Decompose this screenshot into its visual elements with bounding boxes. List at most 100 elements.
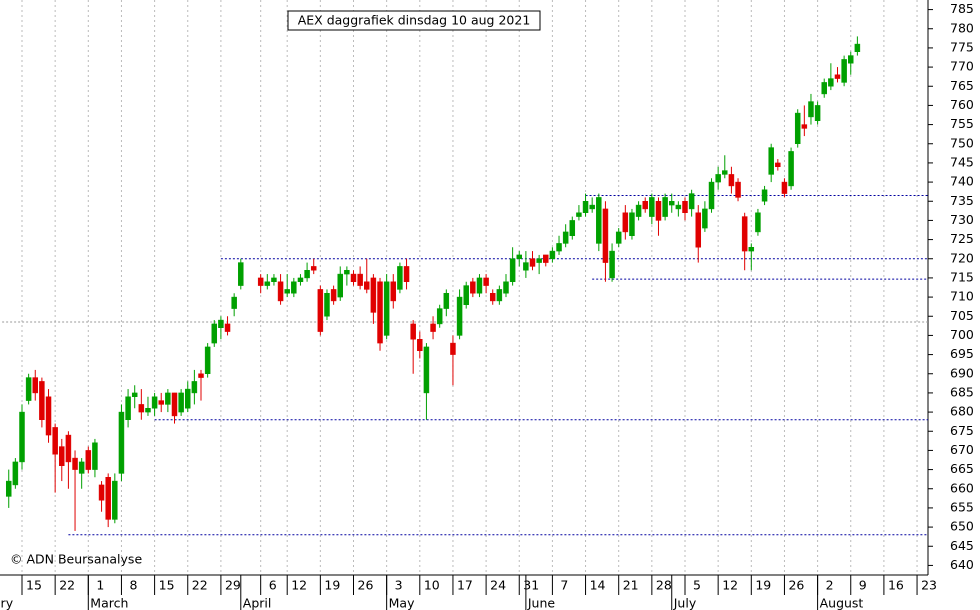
y-tick-label: 715 xyxy=(950,269,974,284)
x-tick-label: 24 xyxy=(490,578,506,593)
x-tick-label: 5 xyxy=(693,578,701,593)
candle-body xyxy=(649,197,655,217)
candle-body xyxy=(171,392,178,417)
y-tick-label: 745 xyxy=(950,154,974,169)
y-tick-label: 675 xyxy=(950,423,974,438)
y-tick-label: 670 xyxy=(950,442,974,457)
x-tick-label: 7 xyxy=(560,578,568,593)
candle-body xyxy=(430,323,436,332)
candle-body xyxy=(828,78,834,87)
x-tick-label: 21 xyxy=(623,578,639,593)
candle-body xyxy=(821,82,827,95)
candle-body xyxy=(536,258,542,263)
candle-body xyxy=(417,339,423,351)
candle-body xyxy=(788,151,794,187)
candle-body xyxy=(344,270,350,275)
candle-body xyxy=(443,293,450,309)
candle-body xyxy=(118,411,125,474)
candle-body xyxy=(582,201,589,213)
x-tick-label: 15 xyxy=(26,578,42,593)
candle-body xyxy=(257,277,264,286)
candle-body xyxy=(794,112,801,145)
candle-body xyxy=(158,400,164,405)
x-tick-label: 29 xyxy=(225,578,241,593)
candle-body xyxy=(138,404,145,413)
candle-body xyxy=(304,270,310,279)
candle-body xyxy=(383,281,390,336)
month-label: August xyxy=(820,596,864,610)
candle-body xyxy=(5,480,12,497)
candle-body xyxy=(808,101,814,118)
x-tick-label: 12 xyxy=(722,578,738,593)
y-tick-label: 685 xyxy=(950,384,974,399)
candle-body xyxy=(198,373,204,378)
candle-body xyxy=(271,277,277,282)
candle-body xyxy=(489,293,496,302)
candle-body xyxy=(450,342,456,355)
candle-body xyxy=(761,189,768,202)
candle-body xyxy=(277,281,284,302)
candle-body xyxy=(483,277,489,286)
candle-body xyxy=(238,262,244,286)
candle-body xyxy=(854,43,861,52)
y-tick-label: 775 xyxy=(950,39,974,54)
candle-body xyxy=(191,381,198,394)
y-tick-label: 645 xyxy=(950,538,974,553)
candle-body xyxy=(715,174,721,183)
candle-body xyxy=(615,231,622,244)
y-tick-label: 760 xyxy=(950,97,974,112)
candle-body xyxy=(25,377,32,401)
candle-body xyxy=(204,346,211,374)
candle-body xyxy=(423,346,430,394)
x-tick-label: 19 xyxy=(755,578,771,593)
candle-body xyxy=(688,193,695,210)
candle-body xyxy=(178,392,184,413)
month-label: June xyxy=(527,596,556,610)
candle-body xyxy=(98,484,105,501)
y-tick-label: 665 xyxy=(950,461,974,476)
x-tick-label: 9 xyxy=(859,578,867,593)
candle-body xyxy=(576,212,582,217)
x-tick-label: 1 xyxy=(96,578,104,593)
candle-body xyxy=(549,250,556,259)
candle-body xyxy=(476,277,483,294)
candle-body xyxy=(695,212,702,248)
chart-title: AEX daggrafiek dinsdag 10 aug 2021 xyxy=(298,13,531,28)
x-tick-label: 3 xyxy=(395,578,403,593)
candle-body xyxy=(350,273,357,283)
candle-body xyxy=(735,181,741,198)
candle-body xyxy=(224,323,231,332)
x-tick-label: 15 xyxy=(159,578,175,593)
candle-body xyxy=(768,147,774,175)
candle-body xyxy=(72,457,78,470)
candle-body xyxy=(516,254,522,260)
candle-body xyxy=(655,201,662,221)
candle-body xyxy=(218,319,224,329)
y-tick-label: 705 xyxy=(950,308,974,323)
month-label: April xyxy=(243,596,272,610)
candle-body xyxy=(675,204,682,210)
candle-body xyxy=(755,212,761,233)
y-tick-label: 720 xyxy=(950,250,974,265)
y-tick-label: 750 xyxy=(950,135,974,150)
y-tick-label: 765 xyxy=(950,78,974,93)
candle-body xyxy=(748,247,755,252)
candle-body xyxy=(59,446,65,467)
candle-body xyxy=(211,323,218,344)
y-tick-label: 710 xyxy=(950,289,974,304)
candle-body xyxy=(775,162,781,168)
y-tick-label: 695 xyxy=(950,346,974,361)
candle-body xyxy=(728,174,735,187)
candle-body xyxy=(609,250,615,279)
candle-body xyxy=(569,220,576,237)
candle-body xyxy=(32,377,39,394)
candle-body xyxy=(543,254,549,263)
candle-body xyxy=(231,296,237,309)
candle-body xyxy=(12,461,19,486)
candle-body xyxy=(131,392,138,397)
y-tick-label: 725 xyxy=(950,231,974,246)
candle-body xyxy=(708,181,715,210)
candle-body xyxy=(291,281,297,294)
x-tick-label: 26 xyxy=(788,578,804,593)
